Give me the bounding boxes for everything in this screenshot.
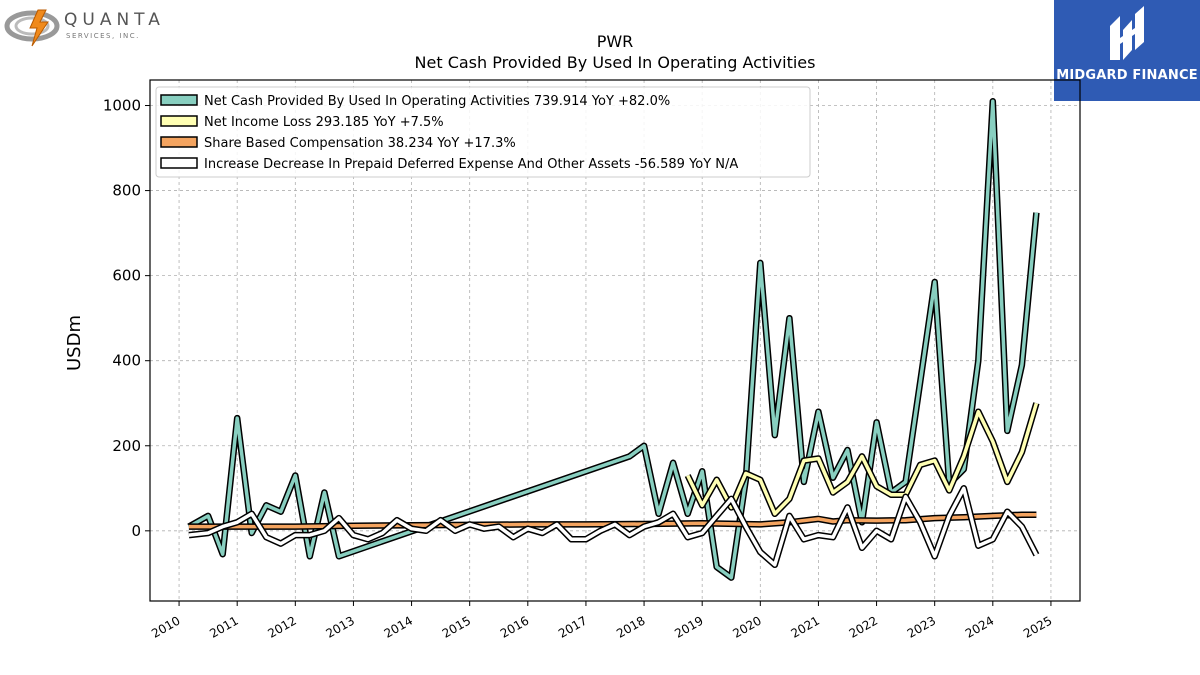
legend-swatch-3 — [160, 157, 198, 169]
x-tick-label: 2012 — [265, 613, 298, 640]
legend-swatch-1 — [160, 115, 198, 127]
quanta-logo: QUANTA SERVICES, INC. — [4, 4, 164, 50]
x-tick-label: 2017 — [556, 613, 589, 640]
y-axis-ticks: 0 200 400 600 800 1000 — [103, 97, 150, 540]
series-line-3 — [188, 486, 1038, 567]
x-tick-label: 2013 — [323, 613, 356, 640]
x-tick-label: 2025 — [1021, 613, 1054, 640]
series-lines — [187, 98, 1040, 581]
legend: Net Cash Provided By Used In Operating A… — [155, 86, 811, 178]
plot-frame — [149, 79, 1081, 602]
x-tick-label: 2023 — [905, 613, 938, 640]
x-tick-label: 2024 — [963, 613, 996, 640]
legend-swatch-2 — [160, 136, 198, 148]
legend-label-3: Increase Decrease In Prepaid Deferred Ex… — [204, 157, 738, 172]
y-tick-label: 0 — [131, 522, 141, 540]
series-line-0 — [188, 99, 1039, 580]
legend-box — [155, 86, 811, 178]
x-tick-label: 2022 — [847, 613, 880, 640]
y-tick-label: 800 — [112, 182, 141, 200]
x-tick-label: 2019 — [672, 613, 705, 640]
legend-swatch-0 — [160, 94, 198, 106]
legend-label-1: Net Income Loss 293.185 YoY +7.5% — [204, 115, 444, 130]
x-tick-label: 2020 — [730, 613, 763, 640]
midgard-logo-mark — [1110, 6, 1144, 60]
x-tick-label: 2021 — [788, 613, 821, 640]
x-tick-label: 2015 — [440, 613, 473, 640]
x-tick-label: 2010 — [149, 613, 182, 640]
x-axis-ticks: 2010 2011 2012 2013 2014 2015 2016 2017 2018 2019… — [149, 601, 1054, 641]
x-tick-label: 2016 — [498, 613, 531, 640]
quanta-logo-mark — [4, 9, 60, 47]
y-tick-label: 200 — [112, 437, 141, 455]
x-tick-label: 2011 — [207, 613, 240, 640]
chart-subtitle: Net Cash Provided By Used In Operating A… — [415, 53, 816, 72]
y-tick-label: 1000 — [103, 97, 141, 115]
midgard-logo-name: MIDGARD FINANCE — [1056, 68, 1198, 83]
legend-label-2: Share Based Compensation 38.234 YoY +17.… — [204, 136, 516, 151]
x-tick-label: 2014 — [382, 613, 415, 640]
quanta-logo-subtitle: SERVICES, INC. — [66, 32, 140, 40]
x-tick-label: 2018 — [614, 613, 647, 640]
midgard-finance-logo: MIDGARD FINANCE — [1054, 0, 1200, 101]
chart-title: PWR — [597, 32, 634, 51]
y-tick-label: 400 — [112, 352, 141, 370]
y-axis-label: USDm — [64, 315, 85, 371]
quanta-logo-name: QUANTA — [64, 10, 165, 30]
series-line-1 — [686, 402, 1039, 516]
legend-label-0: Net Cash Provided By Used In Operating A… — [204, 94, 670, 109]
y-tick-label: 600 — [112, 267, 141, 285]
